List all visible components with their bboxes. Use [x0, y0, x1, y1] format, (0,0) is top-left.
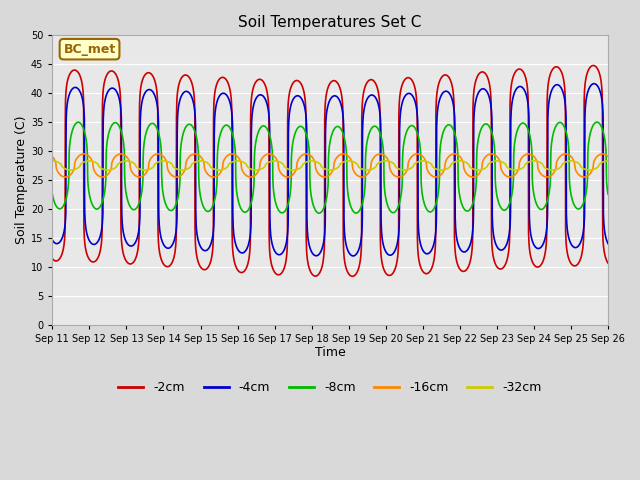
Text: BC_met: BC_met — [63, 43, 116, 56]
-4cm — [145, 87, 152, 93]
-16cm — [145, 160, 153, 166]
Title: Soil Temperatures Set C: Soil Temperatures Set C — [239, 15, 422, 30]
-2cm — [534, 264, 541, 270]
Line: -4cm: -4cm — [52, 84, 608, 256]
-8cm — [604, 192, 612, 197]
-4cm — [112, 87, 120, 93]
Line: -2cm: -2cm — [52, 65, 608, 276]
-2cm — [349, 274, 356, 279]
-16cm — [49, 154, 56, 159]
-16cm — [112, 153, 120, 159]
-16cm — [534, 160, 541, 166]
-32cm — [112, 165, 120, 170]
-32cm — [145, 167, 153, 172]
-16cm — [598, 151, 606, 157]
-32cm — [604, 158, 612, 164]
-8cm — [145, 123, 152, 129]
-16cm — [593, 154, 601, 159]
-4cm — [590, 81, 598, 86]
-2cm — [49, 256, 56, 262]
-4cm — [349, 253, 357, 259]
Y-axis label: Soil Temperature (C): Soil Temperature (C) — [15, 116, 28, 244]
Line: -32cm: -32cm — [52, 161, 608, 170]
-32cm — [593, 165, 601, 170]
Line: -16cm: -16cm — [52, 154, 608, 177]
-32cm — [262, 162, 269, 168]
-2cm — [285, 90, 293, 96]
-32cm — [534, 158, 541, 164]
-2cm — [112, 71, 120, 77]
-16cm — [604, 154, 612, 159]
-2cm — [604, 260, 612, 266]
-4cm — [285, 110, 293, 116]
-2cm — [594, 66, 602, 72]
-8cm — [316, 210, 323, 216]
-4cm — [262, 96, 269, 102]
-2cm — [145, 70, 152, 75]
-16cm — [262, 152, 269, 158]
-8cm — [112, 120, 120, 126]
-4cm — [49, 237, 56, 243]
X-axis label: Time: Time — [315, 347, 346, 360]
-32cm — [67, 167, 75, 173]
-32cm — [49, 158, 56, 164]
-4cm — [604, 241, 612, 247]
-32cm — [286, 167, 294, 172]
-16cm — [286, 174, 294, 180]
-2cm — [589, 62, 597, 68]
-16cm — [61, 174, 69, 180]
-8cm — [262, 124, 269, 130]
-2cm — [262, 83, 269, 89]
-4cm — [594, 83, 602, 89]
Legend: -2cm, -4cm, -8cm, -16cm, -32cm: -2cm, -4cm, -8cm, -16cm, -32cm — [113, 376, 547, 399]
-8cm — [285, 195, 293, 201]
-8cm — [49, 192, 56, 197]
Line: -8cm: -8cm — [52, 122, 608, 213]
-4cm — [534, 245, 541, 251]
-8cm — [593, 119, 601, 125]
-8cm — [594, 120, 602, 125]
-8cm — [534, 203, 541, 209]
